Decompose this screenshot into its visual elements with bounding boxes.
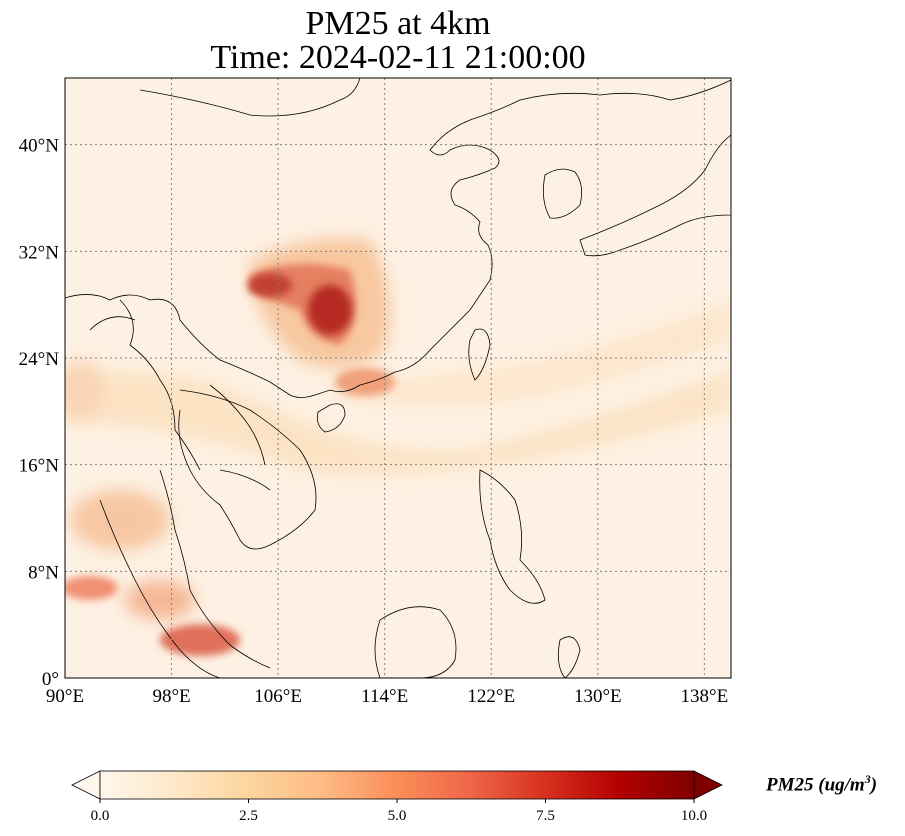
colorbar-tick-label: 5.0 [388,808,407,824]
x-tick-label: 138°E [681,686,729,707]
colorbar-label-close: ) [871,774,877,795]
x-tick-label: 122°E [467,686,515,707]
x-tick-label: 106°E [254,686,302,707]
colorbar-tick-label: 2.5 [239,808,258,824]
map-figure: 90°E 98°E 106°E 114°E 122°E 130°E 138°E0°8°N16… [0,0,905,836]
y-tick-label: 24°N [19,349,60,370]
sichuan-west-core [248,273,292,297]
y-tick-label: 0° [42,669,59,690]
y-tick-label: 40°N [19,136,60,157]
sumatra-plume [125,580,195,620]
colorbar-tick-label: 0.0 [91,808,110,824]
x-tick-label: 98°E [152,686,190,707]
map-plot-area [55,78,731,678]
indochina-plume [70,490,170,550]
colorbar-extend-low [72,771,100,799]
colorbar: 0.0 2.5 5.0 7.5 10.0 [72,771,722,824]
x-tick-label: 114°E [361,686,408,707]
colorbar-label-text: PM25 (ug/m [766,774,865,795]
andaman-plume [62,576,118,600]
colorbar-extend-high [694,771,722,799]
bengal-plume [55,360,105,420]
colorbar-body [100,771,694,799]
y-tick-label: 8°N [28,562,59,583]
sichuan-core [308,285,352,335]
colorbar-tick-label: 10.0 [681,808,707,824]
y-tick-label: 32°N [19,242,60,263]
y-tick-label: 16°N [19,456,60,477]
colorbar-label: PM25 (ug/m3) [766,772,877,796]
x-tick-label: 130°E [574,686,622,707]
colorbar-tick-label: 7.5 [536,808,555,824]
colorbar-ticks: 0.0 2.5 5.0 7.5 10.0 [91,799,708,824]
